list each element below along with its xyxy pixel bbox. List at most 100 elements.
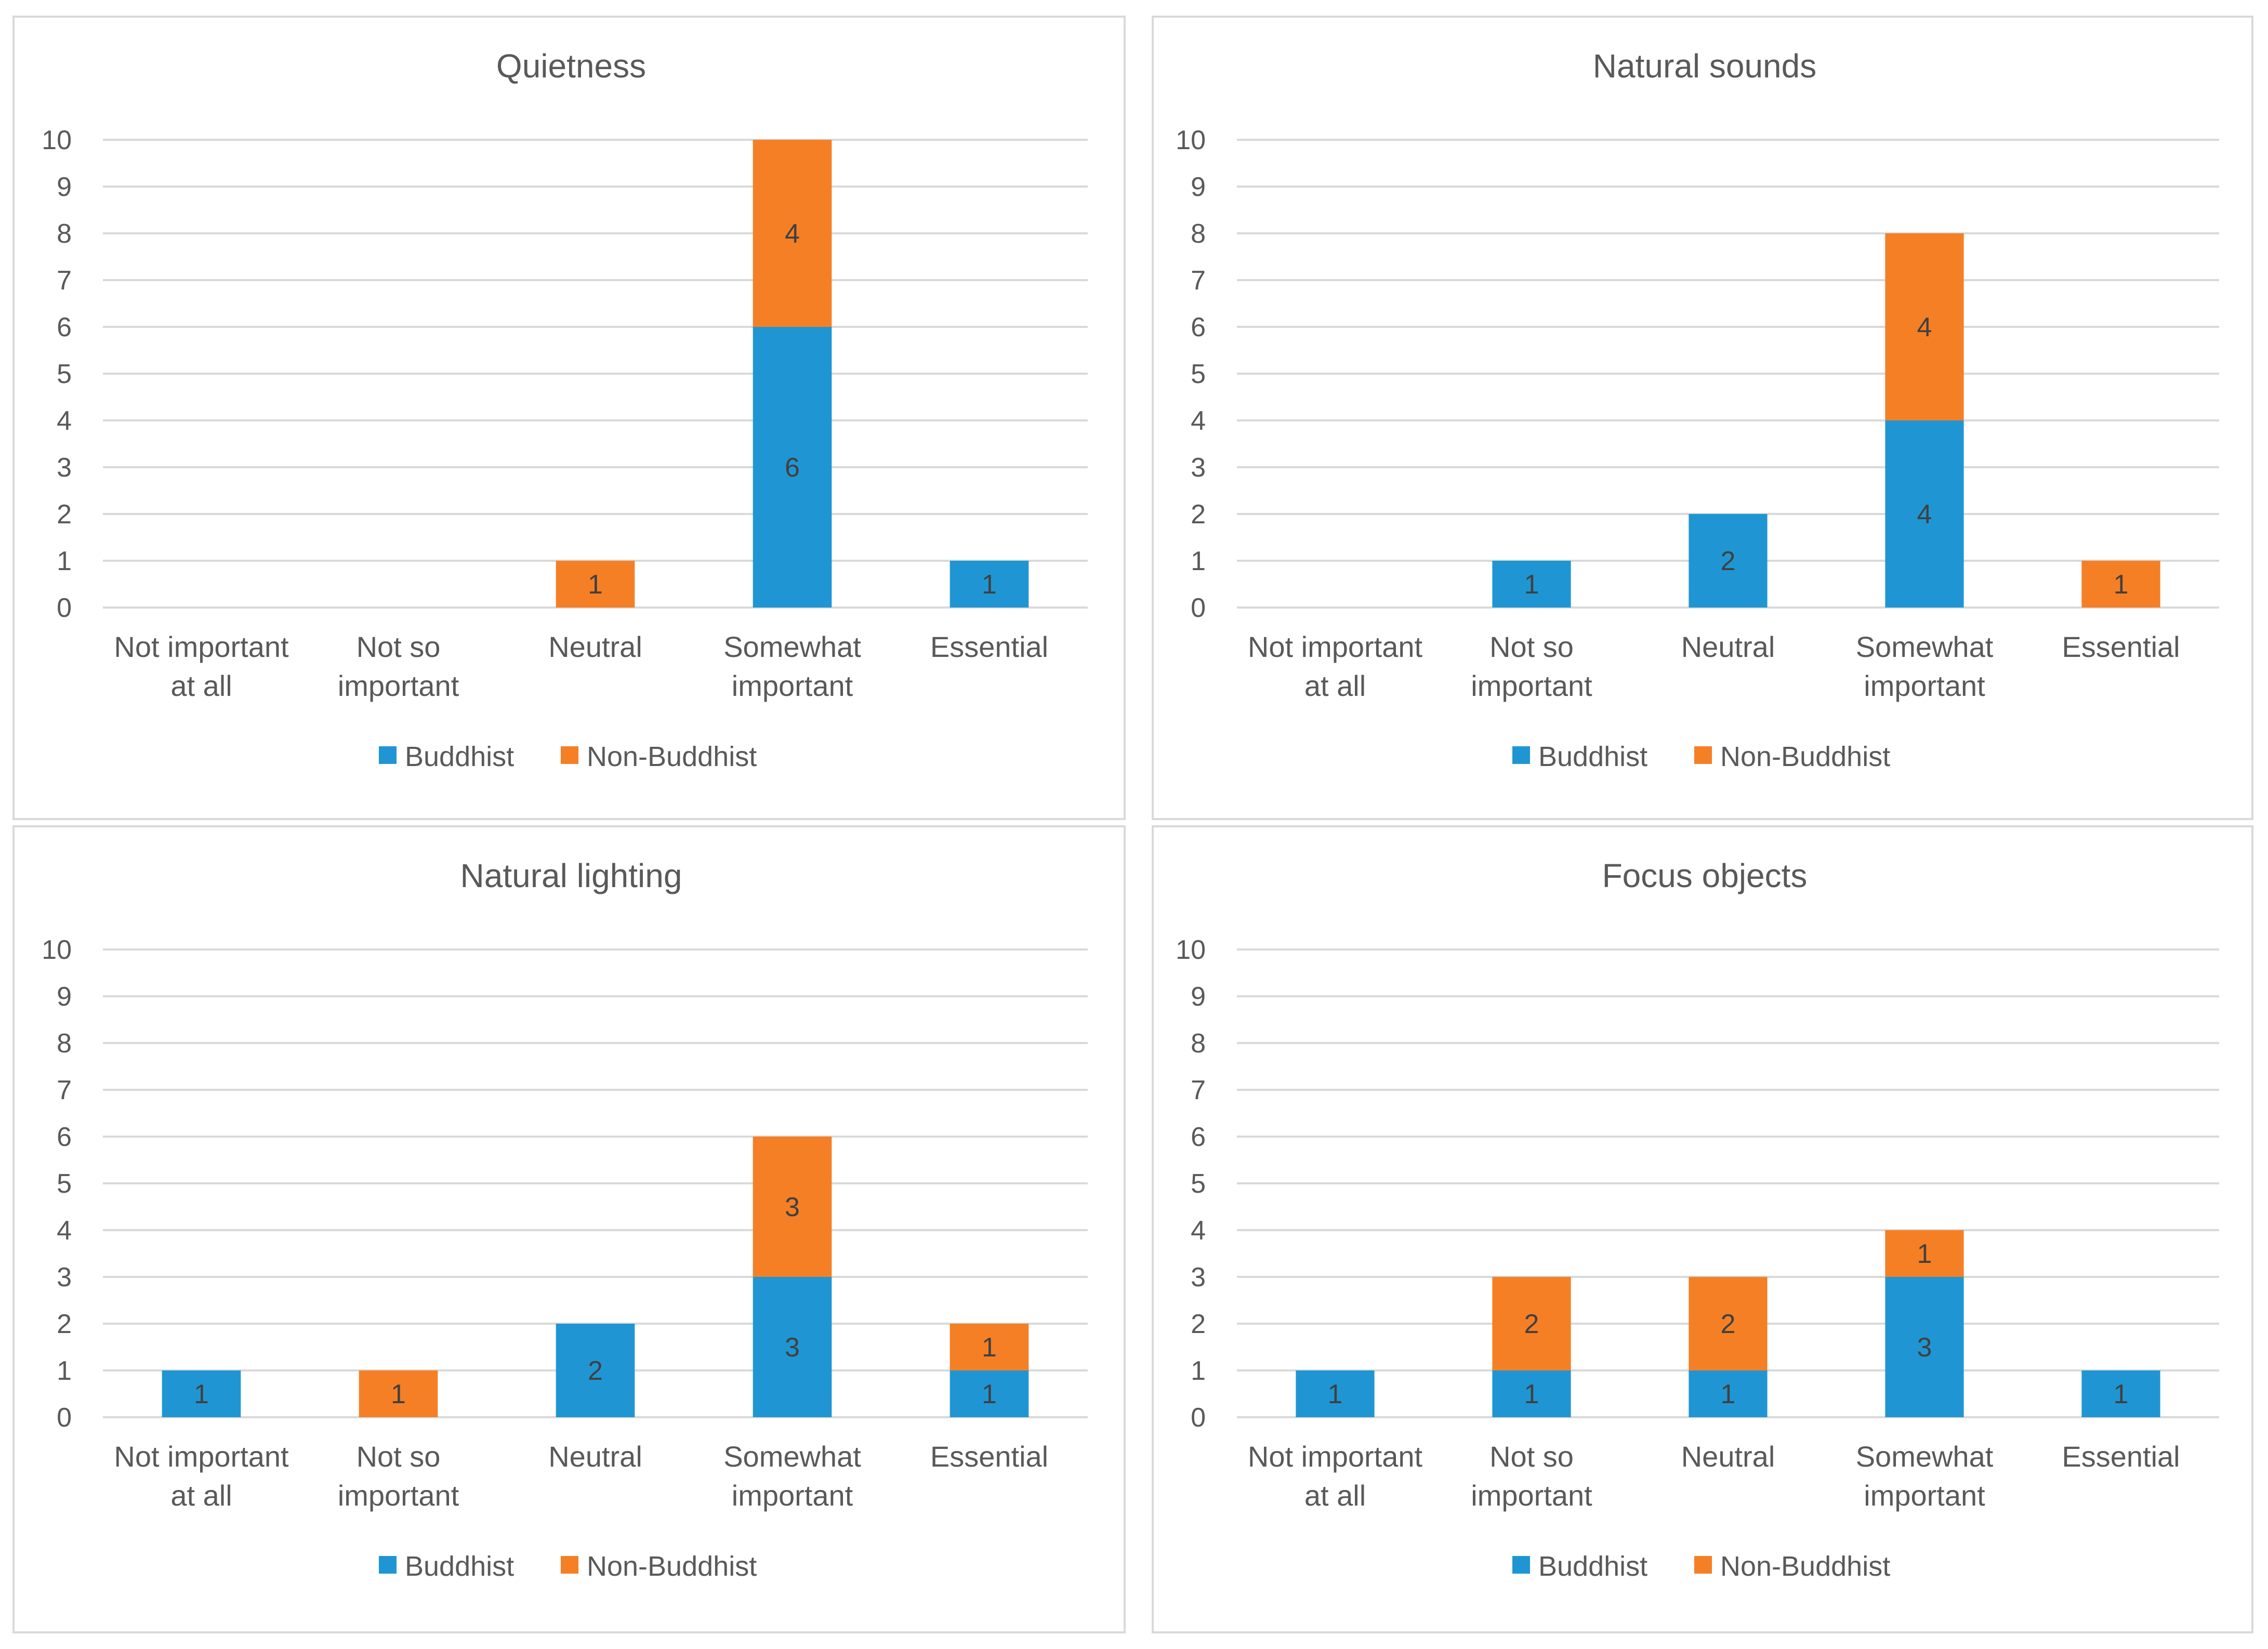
data-label: 1 (1721, 1379, 1736, 1409)
bar-non-buddhist (1885, 1230, 1964, 1277)
data-label: 1 (2114, 570, 2129, 600)
legend-non-buddhist-label: Non-Buddhist (587, 1551, 757, 1582)
data-label: 3 (1917, 1333, 1932, 1363)
category-label: important (338, 669, 459, 702)
y-tick-label: 6 (1191, 1122, 1206, 1152)
y-tick-label: 2 (1191, 1309, 1206, 1339)
data-label: 1 (588, 570, 603, 600)
category-label: at all (1304, 1479, 1366, 1512)
y-tick-label: 3 (1191, 453, 1206, 483)
category-label: Not so (357, 630, 441, 663)
y-tick-label: 7 (57, 266, 72, 296)
category-label: Neutral (548, 630, 642, 663)
data-label: 6 (785, 453, 800, 483)
chart-natural-lighting: Natural lighting 0 1 2 3 4 5 6 7 8 9 10 1 Not importa… (42, 857, 1088, 1582)
y-tick-label: 0 (1191, 593, 1206, 623)
chart-natural-sounds: Natural sounds 0 1 2 3 4 5 6 7 8 9 10 Not important a… (1176, 47, 2219, 772)
y-tick-label: 10 (1176, 125, 1206, 155)
y-tick-label: 9 (1191, 982, 1206, 1012)
legend-buddhist-label: Buddhist (1538, 741, 1647, 772)
y-tick-label: 4 (57, 406, 72, 436)
y-tick-label: 0 (57, 1403, 72, 1433)
data-label: 4 (1917, 499, 1932, 530)
category-label: Not important (114, 630, 289, 663)
legend-buddhist-swatch (1512, 1556, 1530, 1574)
data-label: 2 (588, 1356, 603, 1386)
category-label: at all (1304, 669, 1366, 702)
data-label: 2 (1721, 546, 1736, 576)
data-label: 4 (1917, 312, 1932, 342)
legend-non-buddhist-swatch (561, 1556, 578, 1574)
category-label: Not so (357, 1440, 441, 1473)
data-label: 1 (1917, 1239, 1932, 1269)
bar-buddhist (950, 1370, 1029, 1417)
bar-non-buddhist (950, 1324, 1029, 1370)
y-tick-label: 5 (57, 1169, 72, 1199)
category-label: important (338, 1479, 459, 1512)
chart-quietness: Quietness 0 1 2 3 4 5 6 7 8 9 10 Not important at all… (42, 47, 1088, 772)
y-tick-label: 8 (57, 219, 72, 249)
data-label: 3 (785, 1333, 800, 1363)
category-label: Not important (114, 1440, 289, 1473)
category-label: at all (170, 669, 232, 702)
data-label: 2 (1721, 1309, 1736, 1339)
data-label: 3 (785, 1192, 800, 1222)
chart-panel-natural-lighting: Natural lighting 0 1 2 3 4 5 6 7 8 9 10 1 Not importa… (12, 825, 1126, 1633)
category-label: Somewhat (1856, 1440, 1994, 1473)
category-label: Somewhat (723, 1440, 861, 1473)
category-label: Not important (1248, 1440, 1423, 1473)
chart-focus-objects: Focus objects 0 1 2 3 4 5 6 7 8 9 10 1 Not important a… (1176, 857, 2219, 1582)
category-label: Not so (1489, 1440, 1574, 1473)
y-tick-label: 9 (57, 172, 72, 202)
y-tick-label: 4 (1191, 406, 1206, 436)
data-label: 1 (982, 1333, 997, 1363)
category-label: Somewhat (723, 630, 861, 663)
y-tick-label: 1 (1191, 1356, 1206, 1386)
chart-title: Natural lighting (460, 857, 682, 894)
y-tick-label: 8 (57, 1028, 72, 1059)
y-tick-label: 3 (57, 1262, 72, 1292)
legend-non-buddhist-swatch (1694, 1556, 1712, 1574)
category-label: Not important (1248, 630, 1423, 663)
y-tick-label: 3 (1191, 1262, 1206, 1292)
y-tick-label: 10 (42, 935, 72, 965)
y-tick-label: 2 (57, 1309, 72, 1339)
category-label: Somewhat (1856, 630, 1994, 663)
bar-non-buddhist (1492, 1277, 1571, 1370)
y-tick-label: 3 (57, 453, 72, 483)
data-label: 1 (982, 1379, 997, 1409)
data-label: 1 (2114, 1379, 2129, 1409)
category-label: Essential (930, 1440, 1048, 1473)
y-tick-label: 2 (57, 499, 72, 530)
y-tick-label: 9 (1191, 172, 1206, 202)
y-tick-label: 7 (57, 1075, 72, 1105)
bar-buddhist (753, 1277, 832, 1417)
category-label: important (1864, 669, 1985, 702)
category-label: important (1864, 1479, 1985, 1512)
bar-non-buddhist (1885, 233, 1964, 420)
bar-non-buddhist (2081, 561, 2160, 608)
y-tick-label: 7 (1191, 1075, 1206, 1105)
legend-non-buddhist-label: Non-Buddhist (587, 741, 757, 772)
y-tick-label: 5 (1191, 359, 1206, 389)
y-tick-label: 1 (1191, 546, 1206, 576)
chart-panel-natural-sounds: Natural sounds 0 1 2 3 4 5 6 7 8 9 10 Not important a… (1152, 16, 2253, 820)
y-tick-label: 6 (1191, 312, 1206, 342)
y-tick-label: 8 (1191, 219, 1206, 249)
category-label: important (1471, 1479, 1592, 1512)
data-label: 2 (1524, 1309, 1539, 1339)
category-label: important (732, 1479, 853, 1512)
bar-buddhist (162, 1370, 241, 1417)
category-label: Neutral (1681, 630, 1775, 663)
bar-non-buddhist (359, 1370, 438, 1417)
y-tick-label: 6 (57, 312, 72, 342)
bar-buddhist (1885, 420, 1964, 608)
chart-panel-quietness: Quietness 0 1 2 3 4 5 6 7 8 9 10 Not important at all… (12, 16, 1126, 820)
data-label: 1 (1524, 1379, 1539, 1409)
data-label: 1 (194, 1379, 209, 1409)
y-tick-label: 10 (42, 125, 72, 155)
bar-buddhist (2081, 1370, 2160, 1417)
legend-buddhist-swatch (1512, 746, 1530, 764)
data-label: 1 (1524, 570, 1539, 600)
legend-buddhist-label: Buddhist (1538, 1551, 1647, 1582)
